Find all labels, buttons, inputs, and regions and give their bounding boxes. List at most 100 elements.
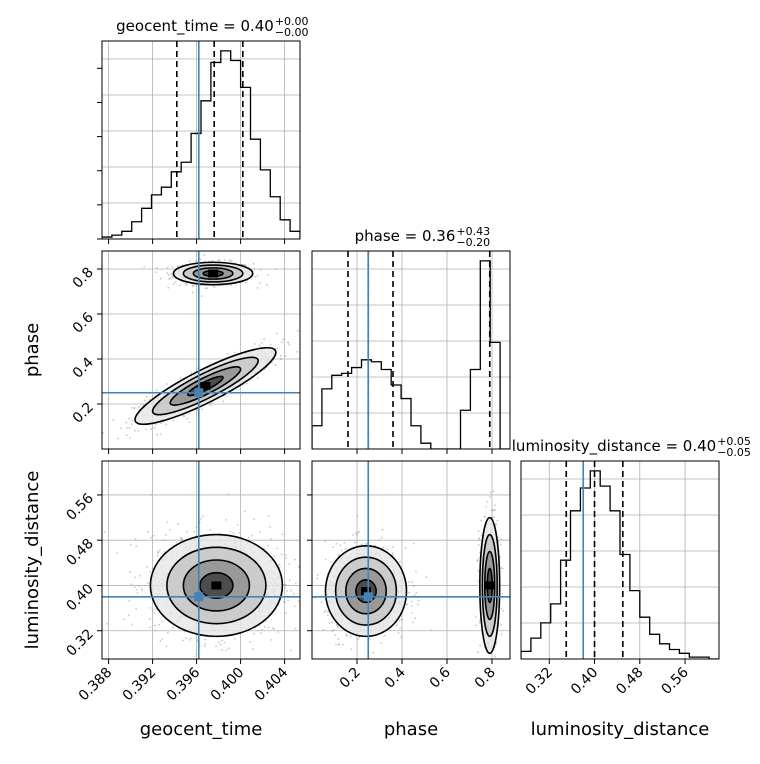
sample-point: [412, 542, 415, 545]
sample-point: [146, 566, 148, 568]
sample-point: [475, 624, 477, 627]
sample-point: [411, 581, 413, 584]
sample-point: [492, 509, 495, 511]
sample-point: [188, 260, 191, 263]
sample-point: [131, 623, 134, 626]
sample-point: [270, 538, 273, 541]
sample-point: [259, 282, 262, 284]
sample-point: [149, 571, 151, 573]
sample-point: [166, 266, 169, 269]
sample-point: [156, 433, 159, 436]
histogram-phase: [312, 260, 510, 449]
truth-marker: [194, 388, 204, 398]
sample-point: [152, 534, 155, 537]
sample-point: [199, 258, 202, 261]
sample-point: [135, 588, 138, 591]
panel-title-main: phase = 0.36: [355, 227, 456, 245]
sample-point: [491, 516, 494, 519]
sample-point: [425, 576, 428, 579]
sample-point: [336, 625, 339, 628]
x-tick-label: 0.48: [613, 665, 646, 698]
sample-point: [260, 341, 263, 344]
sample-point: [337, 554, 340, 557]
sample-point: [307, 610, 309, 612]
sample-point: [196, 409, 198, 411]
truth-marker: [363, 592, 373, 602]
sample-point: [399, 560, 402, 563]
sample-point: [267, 515, 270, 517]
sample-point: [267, 626, 270, 629]
sample-point: [175, 541, 178, 544]
sample-point: [326, 611, 329, 613]
sample-point: [357, 638, 360, 641]
sample-point: [278, 563, 281, 566]
sample-point: [154, 423, 157, 426]
sample-point: [486, 500, 489, 503]
sample-point: [337, 643, 340, 646]
x-axis-label-geocent_time: geocent_time: [140, 719, 263, 740]
sample-point: [258, 344, 261, 347]
sample-point: [131, 406, 133, 409]
x-tick-label: 0.388: [76, 665, 116, 705]
sample-point: [154, 624, 156, 627]
sample-point: [166, 383, 168, 385]
sample-point: [288, 344, 291, 346]
sample-point: [179, 377, 182, 379]
panel-title-sub: −0.05: [717, 446, 751, 459]
sample-point: [478, 621, 481, 624]
x-tick-label: 0.8: [472, 665, 499, 692]
sample-point: [279, 354, 282, 357]
sample-point: [392, 546, 394, 548]
sample-point: [206, 287, 208, 290]
truth-marker: [194, 592, 204, 602]
sample-point: [130, 543, 132, 546]
sample-point: [171, 626, 174, 629]
sample-point: [180, 539, 182, 542]
x-tick-label: 0.4: [382, 664, 409, 691]
sample-point: [270, 361, 273, 364]
sample-point: [500, 567, 502, 569]
sample-point: [227, 493, 230, 496]
sample-point: [314, 597, 317, 599]
sample-point: [288, 579, 291, 582]
panel-title-geocent_time: geocent_time = 0.40 +0.00−0.00: [116, 15, 308, 39]
sample-point: [354, 541, 357, 544]
sample-point: [133, 586, 136, 589]
sample-point: [171, 265, 174, 268]
sample-point: [141, 589, 144, 592]
y-tick-label: 0.2: [70, 400, 97, 427]
sample-point: [496, 519, 499, 522]
sample-point: [399, 627, 401, 630]
sample-point: [131, 419, 133, 422]
panel-title-sup: +0.00: [275, 15, 309, 28]
sample-point: [497, 536, 500, 539]
sample-point: [323, 611, 326, 613]
sample-point: [297, 565, 300, 568]
sample-point: [489, 663, 491, 665]
sample-point: [195, 259, 197, 262]
sample-point: [148, 398, 151, 401]
sample-point: [99, 432, 101, 434]
sample-point: [343, 541, 346, 544]
sample-point: [378, 539, 381, 542]
sample-point: [148, 618, 151, 620]
y-tick-label: 0.4: [70, 354, 97, 381]
sample-point: [342, 643, 345, 646]
sample-point: [146, 582, 149, 585]
sample-point: [103, 530, 106, 533]
sample-point: [334, 634, 337, 637]
sample-point: [290, 649, 293, 652]
sample-point: [135, 545, 138, 548]
sample-point: [495, 523, 497, 526]
y-tick-label: 0.32: [63, 626, 96, 659]
sample-point: [134, 537, 137, 540]
sample-point: [184, 282, 187, 285]
panel-title-main: geocent_time = 0.40: [116, 17, 274, 36]
sample-point: [294, 627, 297, 630]
sample-point: [234, 261, 237, 264]
sample-point: [249, 641, 252, 643]
sample-point: [220, 639, 223, 642]
y-tick-label: 0.6: [70, 309, 97, 336]
sample-point: [500, 623, 503, 626]
sample-point: [174, 281, 177, 283]
